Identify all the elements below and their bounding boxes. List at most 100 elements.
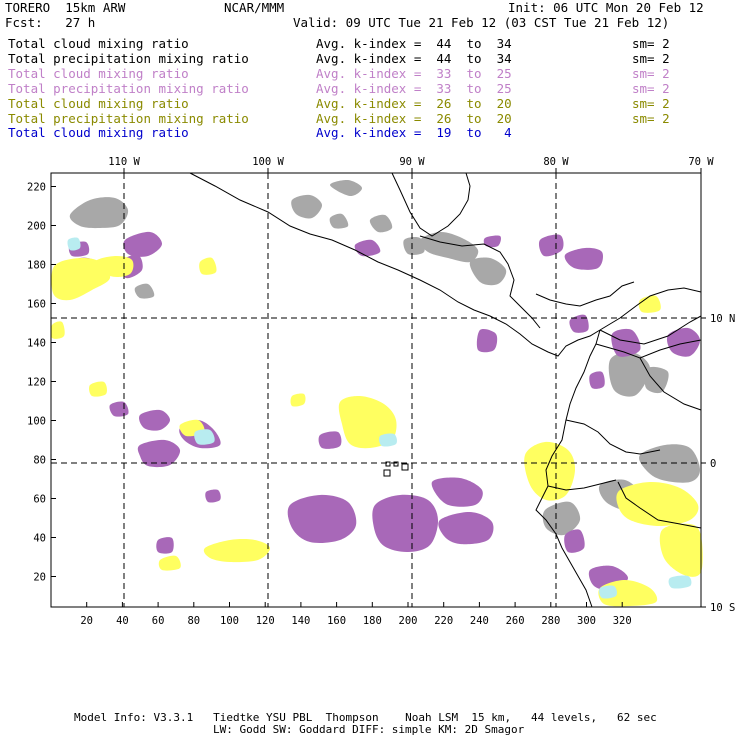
x-tick-label: 240 — [470, 615, 489, 627]
cyan-field-region — [194, 429, 215, 445]
y-tick-label: 180 — [27, 260, 46, 272]
purple-field-region — [139, 409, 170, 431]
cyan-field-region — [67, 237, 81, 251]
latitude-label: 10 S — [710, 602, 735, 614]
y-tick-label: 60 — [33, 494, 46, 506]
coastline-segment — [617, 481, 702, 529]
x-tick-label: 160 — [327, 615, 346, 627]
coastline-segment — [565, 419, 661, 455]
axis-ticks — [51, 168, 706, 608]
longitude-label: 70 W — [688, 156, 714, 168]
x-tick-label: 200 — [399, 615, 418, 627]
coastline-segment — [599, 315, 702, 345]
purple-field-region — [569, 314, 589, 333]
model-title: TORERO 15km ARW — [5, 0, 126, 15]
cyan-field-region — [599, 585, 617, 599]
gray-field-region — [639, 444, 700, 483]
legend-sm-2: sm= 2 — [632, 65, 670, 81]
field-shapes — [50, 179, 703, 607]
model-info-line-1: Model Info: V3.3.1 Tiedtke YSU PBL Thomp… — [74, 711, 657, 724]
legend-index-4: Avg. k-index = 26 to 20 — [316, 95, 512, 111]
cyan-field-region — [379, 433, 397, 447]
x-tick-label: 100 — [220, 615, 239, 627]
purple-field-region — [611, 328, 641, 357]
yellow-field-region — [659, 523, 703, 577]
yellow-field-region — [158, 555, 181, 571]
gray-field-region — [134, 283, 155, 299]
purple-field-region — [589, 371, 605, 389]
purple-field-region — [431, 477, 483, 507]
legend-sm-1: sm= 2 — [632, 50, 670, 66]
gray-field-region — [403, 237, 425, 255]
yellow-field-region — [638, 295, 661, 313]
legend-field-4: Total cloud mixing ratio — [8, 95, 189, 111]
longitude-label: 90 W — [399, 156, 425, 168]
yellow-field-region — [199, 257, 217, 275]
x-tick-label: 80 — [187, 615, 200, 627]
legend-sm-3: sm= 2 — [632, 80, 670, 96]
purple-field-region — [318, 431, 342, 449]
plot-frame — [50, 172, 702, 608]
latitude-label: 10 N — [710, 313, 735, 325]
x-tick-label: 20 — [80, 615, 93, 627]
purple-field-region — [123, 231, 163, 257]
gray-field-region — [469, 257, 507, 286]
yellow-field-region — [616, 481, 699, 526]
gray-field-region — [291, 194, 323, 219]
legend-index-5: Avg. k-index = 26 to 20 — [316, 110, 512, 126]
gray-field-region — [329, 213, 349, 229]
lat-lon-grid — [51, 173, 701, 607]
purple-field-region — [205, 489, 221, 503]
legend-field-6: Total cloud mixing ratio — [8, 125, 189, 141]
x-tick-label: 60 — [152, 615, 165, 627]
purple-field-region — [483, 235, 501, 248]
valid-time: Valid: 09 UTC Tue 21 Feb 12 (03 CST Tue … — [293, 15, 670, 30]
gray-field-region — [608, 351, 651, 397]
longitude-label: 100 W — [252, 156, 284, 168]
yellow-field-region — [89, 381, 107, 397]
model-info-line-2: LW: Godd SW: Goddard DIFF: simple KM: 2D… — [213, 723, 525, 736]
coastlines — [189, 172, 702, 608]
purple-field-region — [476, 329, 498, 353]
legend-field-2: Total cloud mixing ratio — [8, 65, 189, 81]
purple-field-region — [372, 494, 439, 553]
gray-field-region — [369, 214, 393, 233]
forecast-hour: Fcst: 27 h — [5, 15, 96, 30]
yellow-field-region — [203, 539, 271, 563]
longitude-label: 110 W — [108, 156, 140, 168]
yellow-field-region — [290, 393, 306, 407]
x-tick-label: 140 — [291, 615, 310, 627]
y-tick-label: 140 — [27, 338, 46, 350]
coastline-segment — [385, 461, 391, 467]
y-tick-label: 160 — [27, 299, 46, 311]
legend-field-1: Total precipitation mixing ratio — [8, 50, 249, 66]
organization-label: NCAR/MMM — [224, 0, 285, 15]
coastline-segment — [599, 287, 702, 331]
purple-field-region — [156, 537, 174, 554]
coastline-segment — [419, 235, 541, 329]
y-tick-label: 40 — [33, 533, 46, 545]
x-tick-label: 320 — [613, 615, 632, 627]
yellow-field-region — [51, 258, 111, 301]
purple-field-region — [538, 234, 564, 257]
coastline-segment — [547, 479, 617, 491]
x-tick-label: 180 — [363, 615, 382, 627]
init-time: Init: 06 UTC Mon 20 Feb 12 — [508, 0, 704, 15]
legend-field-3: Total precipitation mixing ratio — [8, 80, 249, 96]
x-tick-label: 280 — [541, 615, 560, 627]
gray-field-region — [644, 366, 669, 394]
purple-field-region — [438, 511, 494, 545]
legend-index-0: Avg. k-index = 44 to 34 — [316, 36, 512, 51]
coastline-segment — [383, 469, 391, 477]
purple-field-region — [564, 529, 585, 553]
yellow-field-region — [94, 255, 134, 277]
coastline-segment — [401, 463, 409, 471]
legend-field-0: Total cloud mixing ratio — [8, 36, 189, 51]
legend-index-1: Avg. k-index = 44 to 34 — [316, 50, 512, 66]
longitude-label: 80 W — [543, 156, 569, 168]
y-tick-label: 20 — [33, 572, 46, 584]
purple-field-region — [137, 439, 181, 468]
axis-labels: 220 200 180 160 140 120 100 80 60 40 20 20 40 60 80 100… — [27, 156, 735, 627]
y-tick-label: 100 — [27, 416, 46, 428]
